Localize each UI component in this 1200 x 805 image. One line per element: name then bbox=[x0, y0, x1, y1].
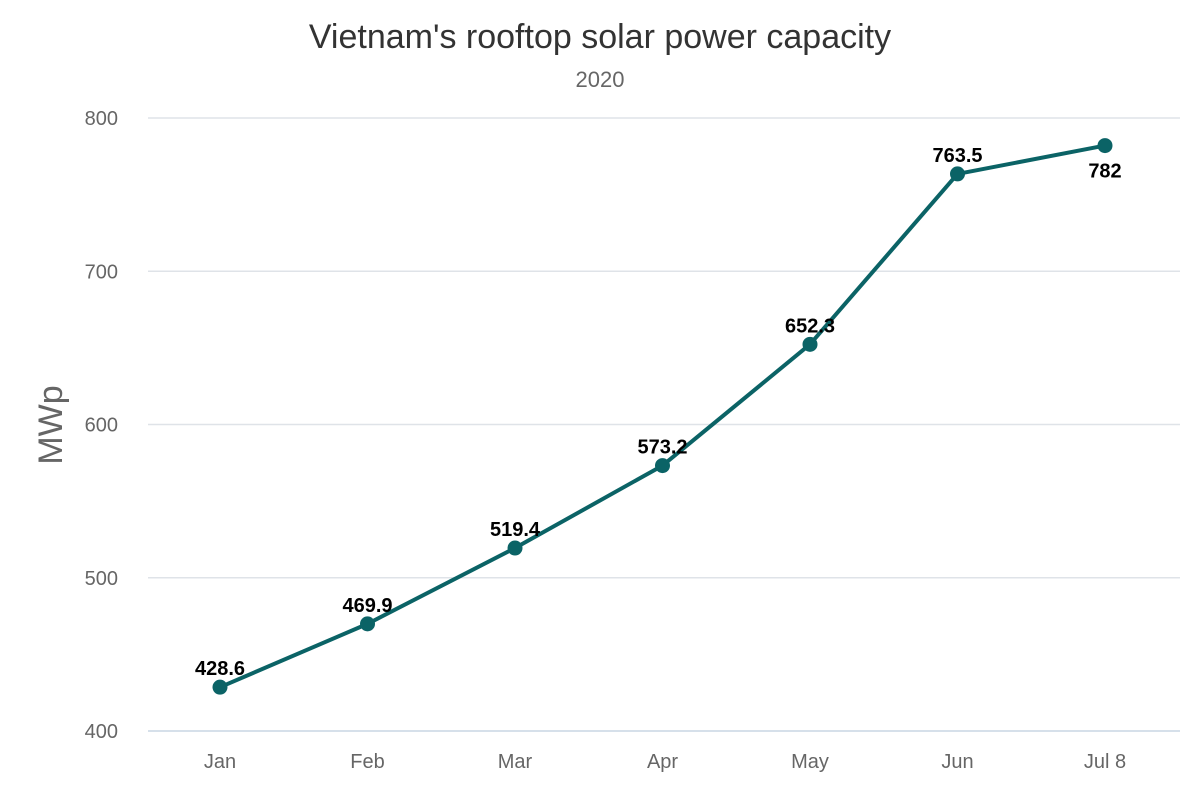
chart-title: Vietnam's rooftop solar power capacity bbox=[309, 18, 891, 56]
y-tick-label: 800 bbox=[85, 108, 118, 130]
y-tick-label: 400 bbox=[85, 721, 118, 743]
data-point bbox=[212, 679, 228, 695]
x-tick-label: Jun bbox=[941, 751, 973, 773]
data-point bbox=[1097, 138, 1113, 154]
x-tick-label: Mar bbox=[498, 751, 533, 773]
x-tick-label: May bbox=[791, 751, 829, 773]
data-labels: 428.6 469.9 519.4 573.2 652.3 763.5 782 bbox=[195, 145, 1122, 680]
x-tick-label: Jan bbox=[204, 751, 236, 773]
data-label: 652.3 bbox=[785, 315, 835, 337]
data-point bbox=[655, 458, 670, 474]
y-axis-ticks: 400 500 600 700 800 bbox=[85, 108, 118, 743]
y-tick-label: 500 bbox=[85, 568, 118, 590]
gridlines bbox=[148, 117, 1180, 732]
data-label: 428.6 bbox=[195, 658, 245, 680]
data-label: 763.5 bbox=[932, 145, 982, 167]
data-label: 782 bbox=[1088, 161, 1121, 183]
data-label: 469.9 bbox=[342, 595, 392, 617]
data-label: 519.4 bbox=[490, 519, 541, 541]
x-tick-label: Apr bbox=[647, 751, 678, 773]
y-tick-label: 600 bbox=[85, 415, 118, 437]
data-point bbox=[802, 336, 818, 352]
x-tick-label: Feb bbox=[350, 751, 384, 773]
x-axis-ticks: Jan Feb Mar Apr May Jun Jul 8 bbox=[204, 751, 1126, 773]
y-axis-label: MWp bbox=[32, 385, 70, 464]
data-label: 573.2 bbox=[637, 437, 687, 459]
data-point bbox=[950, 166, 965, 182]
chart-subtitle: 2020 bbox=[576, 67, 625, 92]
data-point bbox=[360, 616, 375, 632]
x-tick-label: Jul 8 bbox=[1084, 751, 1126, 773]
data-point bbox=[507, 540, 523, 556]
y-tick-label: 700 bbox=[85, 261, 118, 283]
series-group bbox=[212, 138, 1113, 695]
